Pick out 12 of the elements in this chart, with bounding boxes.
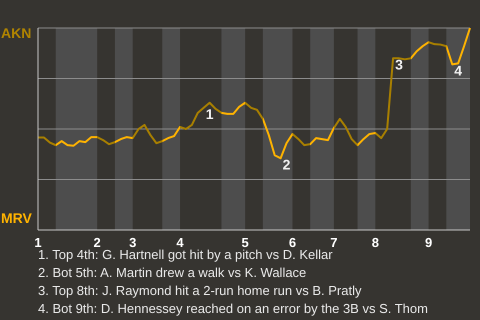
text: MRV xyxy=(1,210,32,226)
text: 2. Bot 5th: A. Martin drew a walk vs K. Wallace xyxy=(38,264,308,282)
text: 3. Top 8th: J. Raymond hit a 2-run home run vs B. Pratly xyxy=(38,282,362,300)
annotation: 1 xyxy=(206,106,214,122)
x-tick-label: 7 xyxy=(330,235,338,250)
text: AKN xyxy=(1,25,32,41)
annotation: 2 xyxy=(282,156,291,172)
text: 4. Bot 9th: D. Hennessey reached on an error by the 3B vs S. Thom xyxy=(38,300,428,318)
annotation: 3 xyxy=(395,56,404,72)
x-tick-label: 9 xyxy=(424,235,432,250)
x-tick-label: 8 xyxy=(372,235,379,250)
annotation: 4 xyxy=(454,62,462,78)
